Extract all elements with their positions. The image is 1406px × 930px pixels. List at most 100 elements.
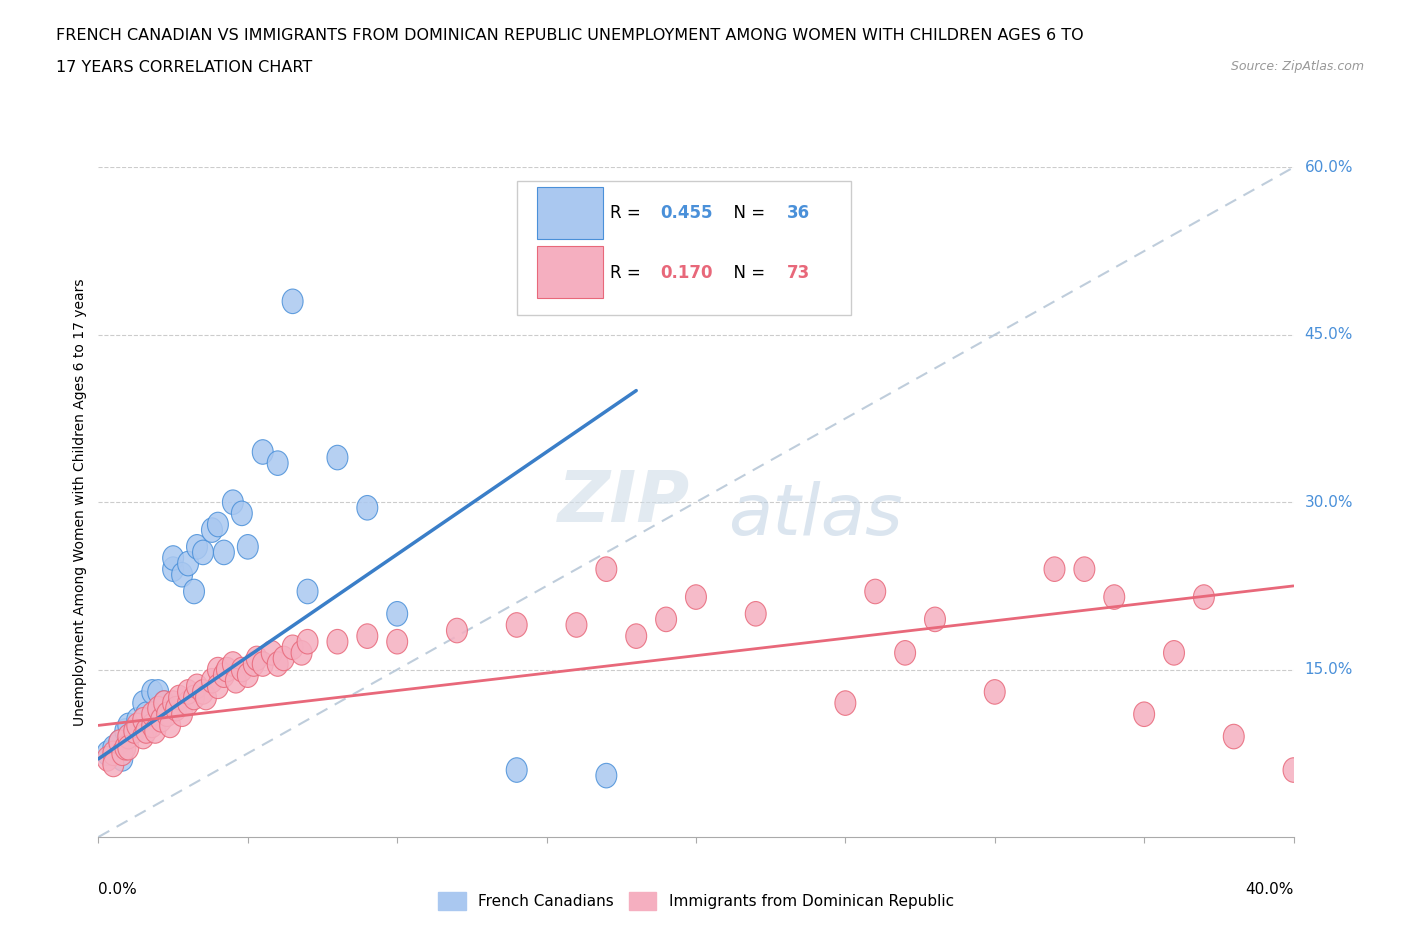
Text: 30.0%: 30.0%: [1305, 495, 1353, 510]
Text: N =: N =: [724, 204, 770, 222]
Ellipse shape: [136, 702, 156, 726]
Ellipse shape: [208, 674, 228, 698]
Text: Source: ZipAtlas.com: Source: ZipAtlas.com: [1230, 60, 1364, 73]
Ellipse shape: [283, 289, 304, 313]
Ellipse shape: [153, 691, 174, 715]
Ellipse shape: [163, 546, 184, 570]
Ellipse shape: [208, 658, 228, 682]
Ellipse shape: [357, 624, 378, 648]
Text: 0.455: 0.455: [661, 204, 713, 222]
Text: 45.0%: 45.0%: [1305, 327, 1353, 342]
Text: 73: 73: [787, 264, 810, 282]
Ellipse shape: [148, 697, 169, 721]
Text: atlas: atlas: [728, 481, 903, 550]
Ellipse shape: [208, 512, 228, 537]
Ellipse shape: [108, 730, 129, 754]
Ellipse shape: [655, 607, 676, 631]
Text: FRENCH CANADIAN VS IMMIGRANTS FROM DOMINICAN REPUBLIC UNEMPLOYMENT AMONG WOMEN W: FRENCH CANADIAN VS IMMIGRANTS FROM DOMIN…: [56, 28, 1084, 43]
Ellipse shape: [172, 702, 193, 726]
Ellipse shape: [214, 540, 235, 565]
Ellipse shape: [865, 579, 886, 604]
Text: 40.0%: 40.0%: [1246, 882, 1294, 897]
Ellipse shape: [115, 719, 136, 743]
Ellipse shape: [596, 764, 617, 788]
Ellipse shape: [136, 719, 156, 743]
Ellipse shape: [626, 624, 647, 648]
Ellipse shape: [177, 691, 198, 715]
Ellipse shape: [187, 535, 208, 559]
Ellipse shape: [246, 646, 267, 671]
Ellipse shape: [156, 702, 177, 726]
Ellipse shape: [193, 540, 214, 565]
Ellipse shape: [201, 669, 222, 693]
Ellipse shape: [214, 663, 235, 687]
Ellipse shape: [1074, 557, 1095, 581]
Ellipse shape: [506, 613, 527, 637]
Ellipse shape: [115, 736, 136, 760]
Text: 15.0%: 15.0%: [1305, 662, 1353, 677]
FancyBboxPatch shape: [537, 246, 603, 298]
Ellipse shape: [148, 680, 169, 704]
Ellipse shape: [142, 713, 163, 737]
Ellipse shape: [252, 652, 273, 676]
Ellipse shape: [1284, 758, 1303, 782]
Ellipse shape: [925, 607, 945, 631]
Ellipse shape: [238, 535, 259, 559]
Ellipse shape: [97, 741, 118, 765]
Ellipse shape: [127, 708, 148, 732]
Legend: French Canadians, Immigrants from Dominican Republic: French Canadians, Immigrants from Domini…: [432, 885, 960, 916]
Text: 17 YEARS CORRELATION CHART: 17 YEARS CORRELATION CHART: [56, 60, 312, 75]
Ellipse shape: [127, 713, 148, 737]
Ellipse shape: [195, 685, 217, 710]
Ellipse shape: [177, 680, 198, 704]
Ellipse shape: [1223, 724, 1244, 749]
Ellipse shape: [567, 613, 586, 637]
Ellipse shape: [184, 685, 204, 710]
Ellipse shape: [142, 680, 163, 704]
Ellipse shape: [132, 724, 153, 749]
Ellipse shape: [1194, 585, 1215, 609]
Ellipse shape: [1164, 641, 1184, 665]
Ellipse shape: [124, 719, 145, 743]
Ellipse shape: [169, 685, 190, 710]
Ellipse shape: [97, 747, 118, 771]
Ellipse shape: [217, 658, 238, 682]
Ellipse shape: [291, 641, 312, 665]
Ellipse shape: [163, 691, 184, 715]
Ellipse shape: [145, 719, 166, 743]
Ellipse shape: [267, 451, 288, 475]
Ellipse shape: [184, 579, 204, 604]
Ellipse shape: [835, 691, 856, 715]
Text: 0.0%: 0.0%: [98, 882, 138, 897]
Ellipse shape: [177, 551, 198, 576]
Ellipse shape: [297, 630, 318, 654]
Ellipse shape: [238, 663, 259, 687]
Ellipse shape: [103, 741, 124, 765]
Ellipse shape: [686, 585, 706, 609]
Ellipse shape: [225, 669, 246, 693]
Ellipse shape: [118, 724, 139, 749]
Ellipse shape: [252, 440, 273, 464]
Ellipse shape: [984, 680, 1005, 704]
Ellipse shape: [387, 602, 408, 626]
Ellipse shape: [201, 518, 222, 542]
Ellipse shape: [103, 752, 124, 777]
Ellipse shape: [283, 635, 304, 659]
Ellipse shape: [894, 641, 915, 665]
Ellipse shape: [118, 736, 139, 760]
Ellipse shape: [222, 652, 243, 676]
Ellipse shape: [172, 563, 193, 587]
Ellipse shape: [163, 557, 184, 581]
Ellipse shape: [124, 719, 145, 743]
Ellipse shape: [142, 702, 163, 726]
Ellipse shape: [328, 630, 347, 654]
Ellipse shape: [243, 652, 264, 676]
Ellipse shape: [1133, 702, 1154, 726]
Ellipse shape: [108, 730, 129, 754]
Ellipse shape: [267, 652, 288, 676]
Ellipse shape: [328, 445, 347, 470]
Ellipse shape: [262, 641, 283, 665]
Ellipse shape: [103, 736, 124, 760]
Ellipse shape: [1104, 585, 1125, 609]
Ellipse shape: [506, 758, 527, 782]
